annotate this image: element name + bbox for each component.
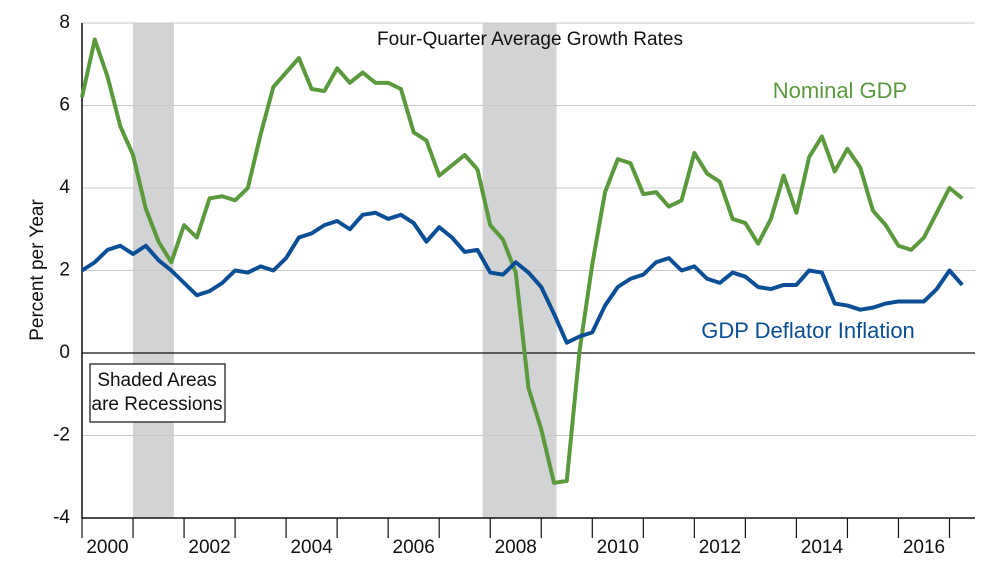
series-line <box>80 37 964 485</box>
x-tick-label: 2004 <box>290 537 333 558</box>
annotation: are Recessions <box>92 394 223 415</box>
background-layer <box>82 22 975 519</box>
y-tick-label: 2 <box>59 260 70 281</box>
x-tick-label: 2014 <box>801 537 844 558</box>
annotation-box <box>89 363 226 423</box>
x-tick-label: 2000 <box>86 537 128 558</box>
x-tick-label: 2016 <box>903 537 945 558</box>
series-line <box>80 210 964 345</box>
x-tick-label: 2002 <box>188 537 230 558</box>
y-tick-label: 0 <box>59 342 70 363</box>
y-axis-label: Percent per Year <box>27 199 48 341</box>
annotation: Shaded Areas <box>97 370 216 391</box>
series-label: GDP Deflator Inflation <box>701 318 915 343</box>
y-tick-label: -2 <box>53 425 70 446</box>
y-tick-label: 4 <box>59 177 70 198</box>
y-tick-label: -4 <box>53 507 70 528</box>
y-tick-label: 8 <box>59 12 70 33</box>
series-label: Nominal GDP <box>773 78 907 103</box>
x-tick-label: 2012 <box>699 537 741 558</box>
chart-title: Four-Quarter Average Growth Rates <box>377 29 683 50</box>
x-tick-label: 2008 <box>495 537 537 558</box>
x-tick-label: 2006 <box>393 537 435 558</box>
x-tick-label: 2010 <box>597 537 639 558</box>
y-tick-label: 6 <box>59 95 70 116</box>
